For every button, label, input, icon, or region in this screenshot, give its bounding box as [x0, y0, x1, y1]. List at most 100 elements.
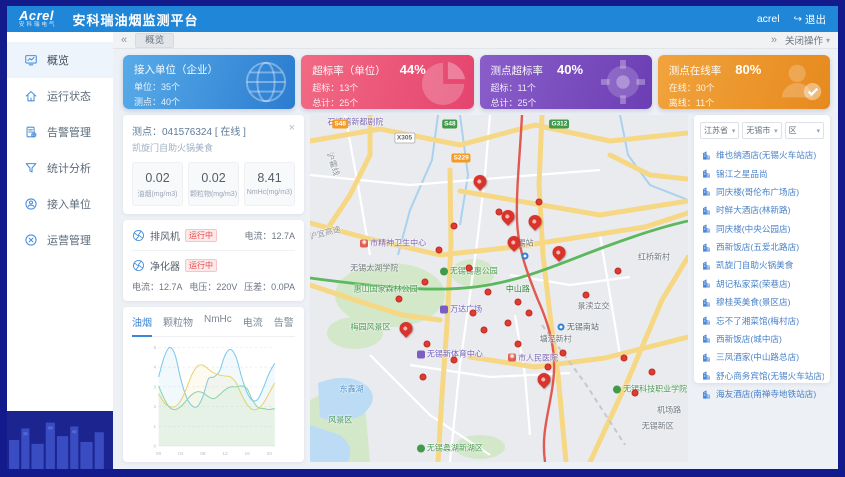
map-marker[interactable] [525, 212, 545, 231]
stat-card-value: 80% [735, 62, 762, 77]
map-dot[interactable] [419, 373, 427, 381]
map-marker[interactable] [535, 369, 554, 389]
unit-list-item[interactable]: 舒心商务宾馆(无锡火车站店) [700, 367, 824, 385]
map[interactable]: 石塘湾新都剧院 沪宜高速 沪霍线 + 市精神卫生中心 无锡太湖学院 惠山国家森林公园 无锡锡惠… [310, 115, 688, 462]
map-dot[interactable] [484, 288, 492, 296]
unit-list-item[interactable]: 同庆楼(中央公园店) [700, 220, 824, 238]
map-marker[interactable] [397, 319, 416, 339]
sidebar-item-alarm-management[interactable]: 告警管理 [7, 114, 113, 150]
map-label: 东鑫湖 [339, 384, 364, 394]
overview-icon [24, 53, 38, 67]
close-icon[interactable]: × [288, 122, 295, 134]
sidebar-item-operation-management[interactable]: 运营管理 [7, 222, 113, 258]
map-dot[interactable] [648, 368, 656, 376]
map-dot[interactable] [525, 309, 533, 317]
chart-tab-0[interactable]: 油烟 [132, 314, 152, 337]
username[interactable]: acrel [756, 13, 780, 25]
close-operations-menu[interactable]: 关闭操作 ▾ [785, 33, 830, 48]
unit-name: 时鲜大酒店(林新路) [716, 205, 791, 216]
unit-list-item[interactable]: 锦江之星品尚 [700, 164, 824, 182]
map-dot[interactable] [514, 340, 522, 348]
map-dot[interactable] [465, 264, 473, 272]
sidebar-item-running-status[interactable]: 运行状态 [7, 78, 113, 114]
stat-card-line: 超标：13个 [312, 82, 359, 93]
metric-box: 8.41 NmHc(mg/m3) [244, 162, 295, 206]
map-dot[interactable] [421, 278, 429, 286]
map-marker[interactable] [470, 172, 490, 191]
city-skyline-decoration [7, 411, 113, 469]
map-dot[interactable] [504, 319, 512, 327]
stat-card-line: 在线：30个 [668, 82, 715, 93]
unit-list-item[interactable]: 海友酒店(南禅寺地铁站店) [700, 385, 824, 403]
map-dot[interactable] [450, 222, 458, 230]
unit-list-item[interactable]: 忘不了湘菜馆(梅村店) [700, 311, 824, 329]
tabs-scroll-left-icon[interactable]: « [121, 34, 128, 46]
unit-list-item[interactable]: 维也纳酒店(无锡火车站店) [700, 146, 824, 164]
sidebar-item-label: 运行状态 [47, 91, 91, 103]
stat-card-line: 测点：40个 [134, 97, 181, 107]
map-dot[interactable] [535, 198, 543, 206]
map-tiles [310, 115, 688, 462]
poi-metro-icon [557, 323, 565, 331]
map-dot[interactable] [582, 291, 590, 299]
svg-text:08: 08 [200, 451, 206, 457]
metric-box: 0.02 油烟(mg/m3) [132, 162, 183, 206]
sidebar-item-label: 概览 [47, 55, 69, 67]
unit-list-item[interactable]: 同庆楼(哥伦布广场店) [700, 183, 824, 201]
chart-tab-1[interactable]: 颗粒物 [163, 318, 193, 329]
map-marker[interactable] [550, 243, 569, 262]
sidebar-item-label: 运营管理 [47, 235, 91, 247]
chart-tab-4[interactable]: 告警 [273, 318, 294, 329]
logout-icon: ↪ [793, 13, 802, 25]
map-dot[interactable] [559, 349, 567, 357]
map-dot[interactable] [423, 340, 431, 348]
logout-button[interactable]: ↪ 退出 [794, 12, 826, 27]
unit-list-item[interactable]: 穆桂英美食(景区店) [700, 293, 824, 311]
map-label: 无锡锡惠公园 [439, 266, 498, 277]
district-select[interactable]: 区 ▾ [784, 122, 824, 139]
road-shield: S48 [332, 119, 349, 129]
unit-list-item[interactable]: 时鲜大酒店(林新路) [700, 201, 824, 219]
city-select[interactable]: 无锡市 ▾ [742, 122, 782, 139]
sidebar-item-overview[interactable]: 概览 [7, 42, 113, 78]
chart-tab-2[interactable]: NmHc [204, 314, 232, 325]
unit-list-item[interactable]: 西新饭店(五爱北路店) [700, 238, 824, 256]
map-label: 无锡新区 [641, 421, 674, 431]
unit-list-item[interactable]: 凯旋门自助火锅美食 [700, 256, 824, 274]
map-dot[interactable] [480, 326, 488, 334]
map-dot[interactable] [469, 309, 477, 317]
map-dot[interactable] [450, 356, 458, 364]
unit-list-item[interactable]: 西新饭店(城中店) [700, 330, 824, 348]
map-dot[interactable] [614, 267, 622, 275]
tabs-scroll-right-icon[interactable]: » [770, 34, 777, 46]
svg-text:12: 12 [222, 451, 228, 457]
map-dot[interactable] [620, 354, 628, 362]
map-dot[interactable] [631, 389, 639, 397]
sidebar-item-statistics[interactable]: 统计分析 [7, 150, 113, 186]
stat-card-2: 测点超标率 40% 超标：11个 总计：25个 [479, 55, 652, 109]
header: Acrel 安科瑞电气 安科瑞油烟监测平台 acrel ↪ 退出 [7, 6, 838, 32]
fan-current: 电流：12.7A [244, 231, 295, 241]
map-label: 景渎立交 [577, 301, 610, 311]
stat-card-title: 接入单位（企业） [134, 64, 218, 76]
province-select[interactable]: 江苏省 ▾ [700, 122, 740, 139]
sidebar-item-label: 接入单位 [47, 199, 91, 211]
map-dot[interactable] [514, 298, 522, 306]
logo-subtext: 安科瑞电气 [19, 22, 57, 29]
chart-tab-3[interactable]: 电流 [242, 318, 263, 329]
map-dot[interactable] [495, 208, 503, 216]
logout-label: 退出 [805, 13, 826, 26]
road-shield: G312 [549, 119, 570, 129]
sidebar-item-access-units[interactable]: 接入单位 [7, 186, 113, 222]
map-dot[interactable] [544, 363, 552, 371]
map-dot[interactable] [395, 295, 403, 303]
tab-overview[interactable]: 概览 [135, 32, 175, 48]
map-dot[interactable] [435, 246, 443, 254]
trend-panel: 油烟 颗粒物 NmHc 电流 告警 0 1 2 3 4 5 00 04 08 12 16 20 [123, 307, 304, 462]
unit-list-item[interactable]: 胡记私家菜(荣巷店) [700, 275, 824, 293]
poi-metro-icon [521, 252, 529, 260]
map-label: 万达广场 [440, 304, 482, 315]
unit-list-item[interactable]: 三凤酒家(中山路总店) [700, 348, 824, 366]
